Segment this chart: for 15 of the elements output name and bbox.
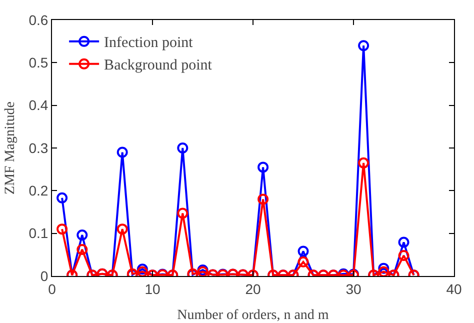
- y-tick-label: 0.6: [28, 12, 48, 28]
- legend-label: Infection point: [104, 35, 194, 52]
- x-axis-title: Number of orders, n and m: [177, 308, 329, 323]
- y-axis-title: ZMF Magnitude: [3, 102, 18, 194]
- y-tick-label: 0.2: [28, 182, 48, 199]
- legend-label: Background point: [104, 58, 213, 74]
- x-tick-label: 10: [144, 280, 160, 297]
- y-tick-label: 0.5: [28, 54, 48, 71]
- y-tick-label: 0.3: [28, 140, 48, 156]
- x-tick-label: 30: [346, 280, 362, 297]
- y-tick-label: 0.1: [28, 225, 48, 242]
- x-tick-label: 40: [446, 280, 462, 297]
- x-tick-label: 20: [245, 280, 261, 297]
- y-tick-label: 0: [40, 268, 48, 284]
- y-tick-label: 0.4: [28, 97, 48, 114]
